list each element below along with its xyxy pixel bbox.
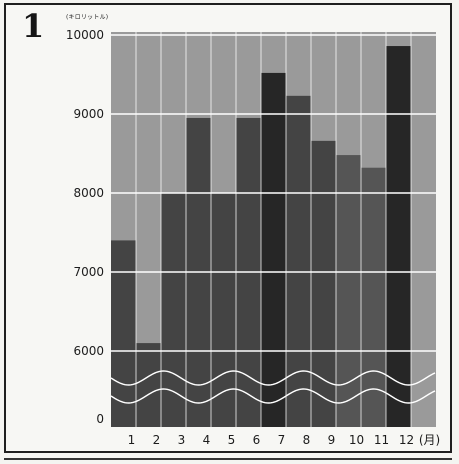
y-tick-label: 8000: [73, 186, 104, 200]
x-tick-label: 12: [399, 433, 414, 447]
x-tick-label: 8: [303, 433, 311, 447]
x-tick-label: 7: [278, 433, 286, 447]
y-tick-label: 10000: [66, 28, 104, 42]
y-tick-label: 0: [96, 412, 104, 426]
bar-5: [211, 193, 236, 427]
y-tick-label: 9000: [73, 107, 104, 121]
x-tick-label: 2: [153, 433, 161, 447]
x-tick-label: 9: [328, 433, 336, 447]
bar-11: [361, 167, 386, 427]
figure-number: 1: [22, 7, 45, 45]
x-tick-label: 10: [349, 433, 364, 447]
bar-2: [136, 343, 161, 427]
x-axis-unit-label: (月): [419, 433, 440, 447]
x-tick-label: 5: [228, 433, 236, 447]
axis-break-wave: [110, 370, 436, 386]
bar-3: [161, 193, 186, 427]
bar-8: [286, 95, 311, 427]
x-tick-label: 6: [253, 433, 261, 447]
bar-12: [386, 46, 411, 428]
bar-7: [261, 72, 286, 428]
bottom-rule: [4, 458, 452, 460]
x-tick-label: 3: [178, 433, 186, 447]
x-tick-label: 1: [128, 433, 136, 447]
axis-break-wave: [110, 388, 436, 404]
x-tick-label: 11: [374, 433, 389, 447]
plot-area: [110, 32, 436, 428]
y-axis-unit-label: (キロリットル): [66, 14, 109, 21]
bar-10: [336, 155, 361, 427]
y-tick-label: 7000: [73, 265, 104, 279]
y-tick-label: 6000: [73, 344, 104, 358]
x-tick-label: 4: [203, 433, 211, 447]
